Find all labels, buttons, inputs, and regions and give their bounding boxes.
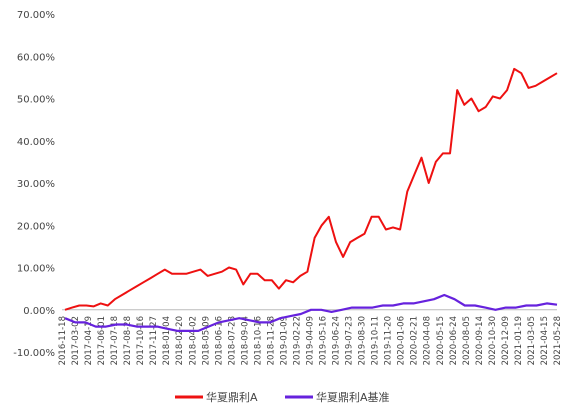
x-tick-label: 2017-10-16 — [136, 316, 146, 365]
x-tick-label: 2018-05-09 — [201, 316, 211, 365]
x-tick-label: 2018-10-16 — [253, 316, 263, 365]
x-tick-label: 2018-09-04 — [240, 316, 250, 365]
x-tick-label: 2019-01-09 — [279, 316, 289, 365]
x-tick-label: 2019-11-20 — [384, 316, 394, 365]
x-tick-label: 2018-07-28 — [227, 316, 237, 365]
x-tick-label: 2020-12-09 — [501, 316, 511, 365]
y-tick-label: 70.00% — [17, 10, 55, 21]
y-tick-label: 60.00% — [17, 52, 55, 63]
x-tick-label: 2020-06-24 — [449, 316, 459, 365]
x-tick-label: 2020-02-21 — [410, 316, 420, 365]
y-tick-label: 50.00% — [17, 95, 55, 106]
y-tick-label: 0.00% — [23, 306, 55, 317]
x-tick-label: 2017-08-28 — [123, 316, 133, 365]
x-tick-label: 2019-08-30 — [358, 316, 368, 365]
y-tick-label: 30.00% — [17, 179, 55, 190]
y-tick-label: 40.00% — [17, 137, 55, 148]
x-tick-label: 2020-09-14 — [475, 316, 485, 365]
x-tick-label: 2019-02-22 — [292, 316, 302, 365]
x-tick-label: 2019-05-16 — [319, 316, 329, 365]
x-tick-label: 2020-10-30 — [488, 316, 498, 365]
y-tick-label: 20.00% — [17, 221, 55, 232]
x-tick-label: 2018-11-28 — [266, 316, 276, 365]
series-line-2 — [64, 293, 558, 332]
legend-label: 华夏鼎利A基准 — [316, 390, 390, 404]
x-tick-label: 2018-04-02 — [188, 316, 198, 365]
x-tick-label: 2017-06-01 — [97, 316, 107, 365]
legend: 华夏鼎利A 华夏鼎利A基准 — [175, 390, 390, 404]
x-tick-label: 2020-01-06 — [397, 316, 407, 365]
plot-area — [64, 67, 558, 332]
x-tick-label: 2021-03-05 — [527, 316, 537, 365]
x-tick-label: 2021-01-19 — [514, 316, 524, 365]
x-tick-label: 2018-01-04 — [162, 316, 172, 365]
y-tick-label: -10.00% — [13, 348, 55, 359]
y-tick-label: 10.00% — [17, 264, 55, 275]
x-tick-label: 2019-07-23 — [345, 316, 355, 365]
series-line-1 — [64, 67, 558, 311]
x-tick-label: 2018-06-16 — [214, 316, 224, 365]
x-tick-label: 2021-05-28 — [553, 316, 563, 365]
x-tick-label: 2019-10-11 — [371, 316, 381, 365]
x-tick-label: 2017-04-19 — [84, 316, 94, 365]
x-tick-label: 2017-07-18 — [110, 316, 120, 365]
x-tick-label: 2019-06-24 — [332, 316, 342, 365]
x-tick-label: 2019-04-09 — [306, 316, 316, 365]
legend-label: 华夏鼎利A — [206, 390, 258, 404]
x-tick-label: 2017-03-02 — [71, 316, 81, 365]
x-axis: 2016-11-18 2017-03-02 2017-04-19 2017-06-01… — [58, 309, 563, 365]
x-tick-label: 2020-04-08 — [423, 316, 433, 365]
x-tick-label: 2020-08-05 — [462, 316, 472, 365]
y-axis: 70.00% 60.00% 50.00% 40.00% 30.00% 20.00% 10.0… — [13, 10, 55, 359]
x-tick-label: 2018-02-20 — [175, 316, 185, 365]
x-tick-label: 2016-11-18 — [58, 316, 68, 365]
x-tick-label: 2020-05-15 — [436, 316, 446, 365]
x-tick-label: 2021-04-15 — [540, 316, 550, 365]
x-tick-label: 2017-11-27 — [149, 316, 159, 365]
